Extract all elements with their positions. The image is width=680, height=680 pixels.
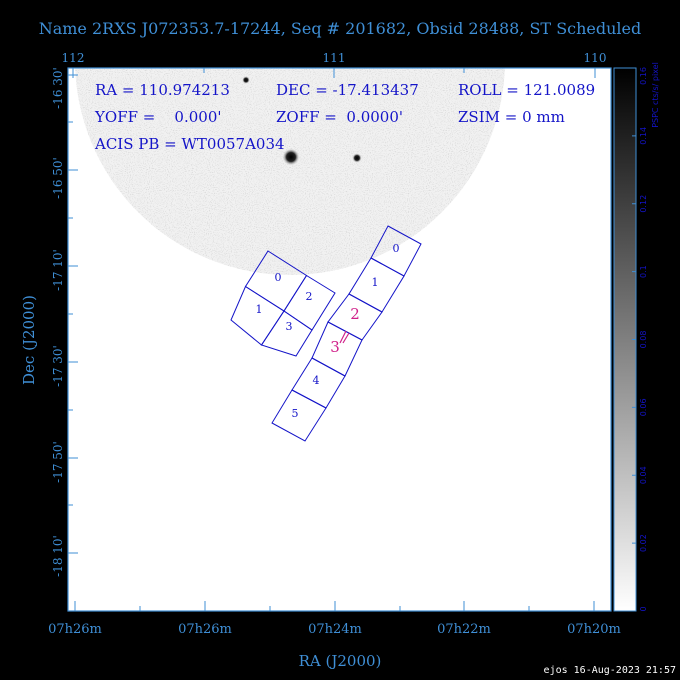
info-roll: ROLL = 121.0089 [458,81,595,99]
xray-source-edge [242,76,250,84]
bottom-tick-label: 07h24m [308,622,362,637]
colorbar-tick-label: 0.04 [639,466,648,484]
colorbar-label: PSPC cts/s/ pixel [651,62,660,128]
colorbar-ticks: 0 0.02 0.04 0.06 0.08 0.1 0.12 0.14 0.16 [632,67,648,612]
bottom-axis [74,601,595,611]
acis-s-label-1: 1 [372,276,379,289]
colorbar-tick-label: 0.14 [639,127,648,145]
colorbar-tick-label: 0.12 [639,195,648,213]
pspc-image-noise [75,68,505,275]
xray-source-faint [352,153,362,163]
info-zoff: ZOFF = 0.0000' [276,108,403,126]
left-tick-label: -16 30' [51,67,65,109]
top-axis: 112 111 110 [62,51,607,78]
aimpoint-marker [339,330,350,344]
acis-s-label-4: 4 [313,374,320,387]
left-tick-label: -17 30' [51,345,65,387]
acis-s-label-5: 5 [292,407,299,420]
acis-s-chip-5 [271,389,327,442]
top-tick-label: 110 [584,51,607,65]
left-tick-label: -18 10' [51,535,65,577]
colorbar-tick-label: 0.1 [639,265,648,278]
plot-title: Name 2RXS J072353.7-17244, Seq # 201682,… [39,19,642,38]
colorbar-tick-label: 0.06 [639,398,648,416]
acis-i-chip-3 [260,310,313,357]
xray-source-bright [282,148,300,166]
acis-i-array [230,250,336,357]
acis-s-array [271,225,422,442]
acis-i-label-1: 1 [256,303,263,316]
left-axis [68,74,78,554]
colorbar-tick-label: 0.02 [639,534,648,552]
bottom-tick-label: 07h22m [437,622,491,637]
bottom-tick-label: 07h26m [48,622,102,637]
colorbar-tick-label: 0.16 [639,67,648,85]
plot-frame [67,67,612,612]
aimpoint-label-3: 3 [330,338,340,356]
info-zsim: ZSIM = 0 mm [458,108,565,126]
info-yoff: YOFF = 0.000' [94,108,222,126]
info-ra: RA = 110.974213 [95,81,230,99]
top-tick-label: 111 [323,51,346,65]
acis-s-label-0: 0 [393,242,400,255]
top-tick-label: 112 [62,51,85,65]
acis-i-label-0: 0 [275,271,282,284]
acis-i-label-3: 3 [286,320,293,333]
y-axis-label: Dec (J2000) [20,295,38,385]
bottom-tick-label: 07h26m [178,622,232,637]
left-tick-label: -17 10' [51,249,65,291]
info-acis-pb: ACIS PB = WT0057A034 [94,135,285,153]
aimpoint-label-2: 2 [350,305,360,323]
footer-timestamp: ejos 16-Aug-2023 21:57 [544,665,676,676]
left-tick-label: -17 50' [51,441,65,483]
acis-i-label-2: 2 [306,290,313,303]
left-tick-label: -16 50' [51,157,65,199]
colorbar-tick-label: 0 [639,606,648,611]
colorbar-tick-label: 0.08 [639,331,648,349]
info-dec: DEC = -17.413437 [276,81,419,99]
x-axis-label: RA (J2000) [299,652,382,670]
bottom-tick-label: 07h20m [567,622,621,637]
